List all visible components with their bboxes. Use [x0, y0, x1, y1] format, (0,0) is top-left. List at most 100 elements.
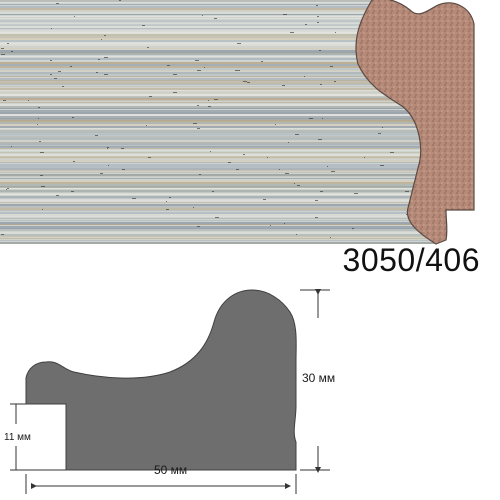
wood-distress-mark: [6, 189, 7, 190]
wood-grain-stripe: [0, 38, 436, 40]
wood-distress-mark: [121, 148, 124, 149]
wood-distress-mark: [166, 209, 169, 210]
wood-grain-stripe: [0, 192, 436, 194]
wood-grain-stripe: [0, 146, 436, 148]
wood-distress-mark: [297, 185, 300, 186]
wood-grain-stripe: [0, 32, 436, 34]
wood-distress-mark: [107, 148, 108, 149]
wood-grain-stripe: [0, 208, 436, 210]
wood-grain-stripe: [0, 56, 436, 57]
wood-distress-mark: [169, 197, 171, 198]
wood-grain-stripe: [0, 48, 436, 49]
profile-diagram: 30 мм 11 мм 50 мм: [4, 289, 335, 494]
wood-distress-mark: [406, 214, 407, 215]
wood-grain-stripe: [0, 20, 436, 23]
wood-grain-stripe: [0, 64, 436, 66]
wood-distress-mark: [315, 217, 318, 218]
wood-grain-stripe: [0, 100, 436, 101]
wood-distress-mark: [71, 191, 74, 192]
wood-grain-stripe: [0, 242, 436, 244]
wood-grain-stripe: [0, 68, 436, 71]
wood-grain-stripe: [0, 198, 436, 201]
wood-distress-mark: [295, 134, 299, 135]
wood-distress-mark: [267, 157, 268, 158]
wood-distress-mark: [11, 146, 12, 147]
wood-grain-stripe: [0, 202, 436, 203]
wood-distress-mark: [37, 124, 38, 125]
wood-distress-mark: [261, 61, 263, 62]
wood-grain-stripe: [0, 154, 436, 157]
wood-grain-stripe: [0, 164, 436, 166]
wood-distress-mark: [335, 32, 336, 33]
wood-grain-stripe: [0, 224, 436, 225]
wood-grain-stripe: [0, 2, 436, 3]
wood-distress-mark: [1, 54, 5, 55]
wood-grain-stripe: [0, 220, 436, 221]
wood-grain-stripe: [0, 144, 436, 147]
wood-distress-mark: [283, 14, 287, 15]
wood-distress-mark: [318, 139, 322, 140]
wood-grain-stripe: [0, 236, 436, 239]
wood-grain-stripe: [0, 96, 436, 99]
wood-grain-stripe: [0, 22, 436, 25]
wood-distress-mark: [167, 65, 170, 66]
wood-distress-mark: [330, 66, 333, 67]
wood-distress-mark: [382, 127, 383, 128]
wood-grain-stripe: [0, 54, 436, 55]
wood-distress-mark: [173, 74, 177, 75]
wood-distress-mark: [51, 28, 52, 29]
wood-distress-mark: [296, 234, 297, 235]
wood-distress-mark: [214, 99, 218, 100]
wood-grain-stripe: [0, 196, 436, 199]
wood-grain-stripe: [0, 172, 436, 173]
wood-grain-stripe: [0, 200, 436, 203]
wood-distress-mark: [41, 175, 43, 176]
wood-grain-stripe: [0, 24, 436, 26]
width-dimension-label: 50 мм: [154, 463, 187, 477]
wood-distress-mark: [352, 228, 354, 229]
wood-distress-mark: [378, 133, 381, 134]
wood-distress-mark: [72, 117, 74, 118]
wood-distress-mark: [309, 118, 313, 119]
wood-grain-stripe: [0, 206, 436, 208]
wood-grain-stripe: [0, 28, 436, 29]
wood-distress-mark: [419, 3, 420, 4]
wood-grain-stripe: [0, 42, 436, 44]
wood-distress-mark: [56, 3, 59, 4]
wood-distress-mark: [40, 175, 41, 176]
wood-grain-stripe: [0, 114, 436, 116]
wood-grain-stripe: [0, 180, 436, 183]
wood-distress-mark: [42, 209, 43, 210]
wood-distress-mark: [41, 186, 45, 187]
wood-grain-stripe: [0, 106, 436, 109]
wood-distress-mark: [270, 225, 271, 226]
wood-distress-mark: [239, 70, 240, 71]
wood-grain-stripe: [0, 142, 436, 145]
wood-distress-mark: [100, 173, 103, 174]
wood-grain-stripe: [0, 58, 436, 61]
wood-distress-mark: [290, 32, 294, 33]
wood-grain-stripe: [0, 10, 436, 11]
wood-distress-mark: [1, 234, 4, 235]
wood-grain-stripe: [0, 70, 436, 71]
wood-grain-stripe: [0, 152, 436, 153]
wood-grain-stripe: [0, 238, 436, 239]
wood-distress-mark: [108, 165, 109, 166]
wood-grain-stripe: [0, 226, 436, 229]
wood-distress-mark: [316, 5, 318, 6]
wood-grain-stripe: [0, 118, 436, 121]
wood-grain-stripe: [0, 126, 436, 128]
wood-distress-mark: [243, 81, 247, 82]
wood-grain-stripe: [0, 168, 436, 171]
wood-grain-stripe: [0, 140, 436, 141]
wood-distress-mark: [98, 59, 100, 60]
wood-grain-stripe: [0, 102, 436, 103]
wood-distress-mark: [62, 86, 64, 87]
wood-grain-stripe: [0, 212, 436, 214]
wood-grain-stripe: [0, 90, 436, 91]
wood-distress-mark: [166, 201, 167, 202]
profile-shape: [25, 289, 297, 471]
wood-grain-stripe: [0, 160, 436, 161]
wood-distress-mark: [96, 72, 98, 73]
wood-distress-mark: [11, 51, 13, 52]
